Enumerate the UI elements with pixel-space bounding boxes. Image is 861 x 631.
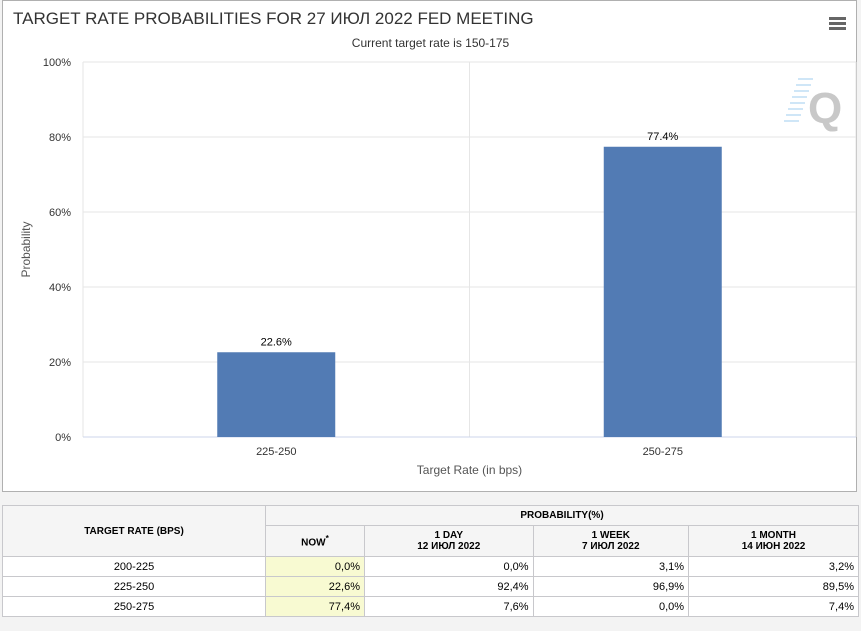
probability-cell: 3,1% bbox=[532, 556, 690, 577]
probability-cell: 7,4% bbox=[688, 596, 859, 617]
col-header: 1 MONTH 14 ИЮН 2022 bbox=[688, 525, 859, 557]
chart-title: TARGET RATE PROBABILITIES FOR 27 ИЮЛ 202… bbox=[13, 9, 534, 28]
x-tick-label: 225-250 bbox=[256, 446, 296, 458]
data-label: 77.4% bbox=[647, 131, 678, 143]
menu-icon[interactable] bbox=[829, 17, 846, 32]
probability-cell: 0,0% bbox=[364, 556, 534, 577]
col-title: 1 MONTH bbox=[751, 530, 797, 541]
probability-cell: 3,2% bbox=[688, 556, 859, 577]
y-tick-label: 80% bbox=[49, 132, 71, 144]
table-row: 225-250 22,6% 92,4% 96,9% 89,5% bbox=[2, 576, 859, 597]
col-title: NOW bbox=[301, 537, 326, 549]
col-header: NOW* bbox=[265, 525, 365, 557]
probability-cell: 89,5% bbox=[688, 576, 859, 597]
col-header: 1 WEEK 7 ИЮЛ 2022 bbox=[532, 525, 690, 557]
chart-container: TARGET RATE PROBABILITIES FOR 27 ИЮЛ 202… bbox=[2, 0, 857, 492]
target-rate-cell: 250-275 bbox=[2, 596, 266, 617]
bar-225-250 bbox=[217, 352, 336, 437]
x-axis-title: Target Rate (in bps) bbox=[417, 463, 522, 477]
col-title: 1 DAY bbox=[434, 530, 464, 541]
watermark-logo: Q bbox=[808, 84, 842, 133]
footnote-mark: * bbox=[325, 533, 329, 544]
col-date: 7 ИЮЛ 2022 bbox=[582, 541, 640, 552]
y-tick-label: 20% bbox=[49, 357, 71, 369]
probability-cell: 7,6% bbox=[364, 596, 534, 617]
plot-area: 0% 20% 40% 60% 80% 100% 22.6% 225-250 77.4% 250-2… bbox=[19, 57, 857, 477]
table-row: 200-225 0,0% 0,0% 3,1% 3,2% bbox=[2, 556, 859, 577]
header-target-rate: TARGET RATE (BPS) bbox=[2, 505, 266, 557]
probability-cell: 0,0% bbox=[265, 556, 365, 577]
x-tick-label: 250-275 bbox=[643, 446, 683, 458]
y-tick-label: 100% bbox=[43, 57, 71, 69]
y-tick-label: 40% bbox=[49, 282, 71, 294]
data-label: 22.6% bbox=[261, 336, 292, 348]
col-date: 12 ИЮЛ 2022 bbox=[417, 541, 481, 552]
y-tick-label: 60% bbox=[49, 207, 71, 219]
probability-cell: 96,9% bbox=[532, 576, 690, 597]
y-tick-label: 0% bbox=[55, 432, 71, 444]
target-rate-cell: 200-225 bbox=[2, 556, 266, 577]
probability-table: TARGET RATE (BPS) PROBABILITY(%) NOW* 1 D… bbox=[2, 505, 859, 617]
probability-cell: 92,4% bbox=[364, 576, 534, 597]
chart-subtitle: Current target rate is 150-175 bbox=[351, 36, 510, 50]
probability-cell: 77,4% bbox=[265, 596, 365, 617]
target-rate-cell: 225-250 bbox=[2, 576, 266, 597]
col-title: 1 WEEK bbox=[591, 530, 630, 541]
y-axis-title: Probability bbox=[19, 221, 33, 277]
bar-250-275 bbox=[603, 146, 722, 437]
col-header: 1 DAY 12 ИЮЛ 2022 bbox=[364, 525, 534, 557]
probability-cell: 22,6% bbox=[265, 576, 365, 597]
probability-cell: 0,0% bbox=[532, 596, 690, 617]
header-probability: PROBABILITY(%) bbox=[265, 505, 859, 526]
table-row: 250-275 77,4% 7,6% 0,0% 7,4% bbox=[2, 596, 859, 617]
col-date: 14 ИЮН 2022 bbox=[741, 541, 806, 552]
